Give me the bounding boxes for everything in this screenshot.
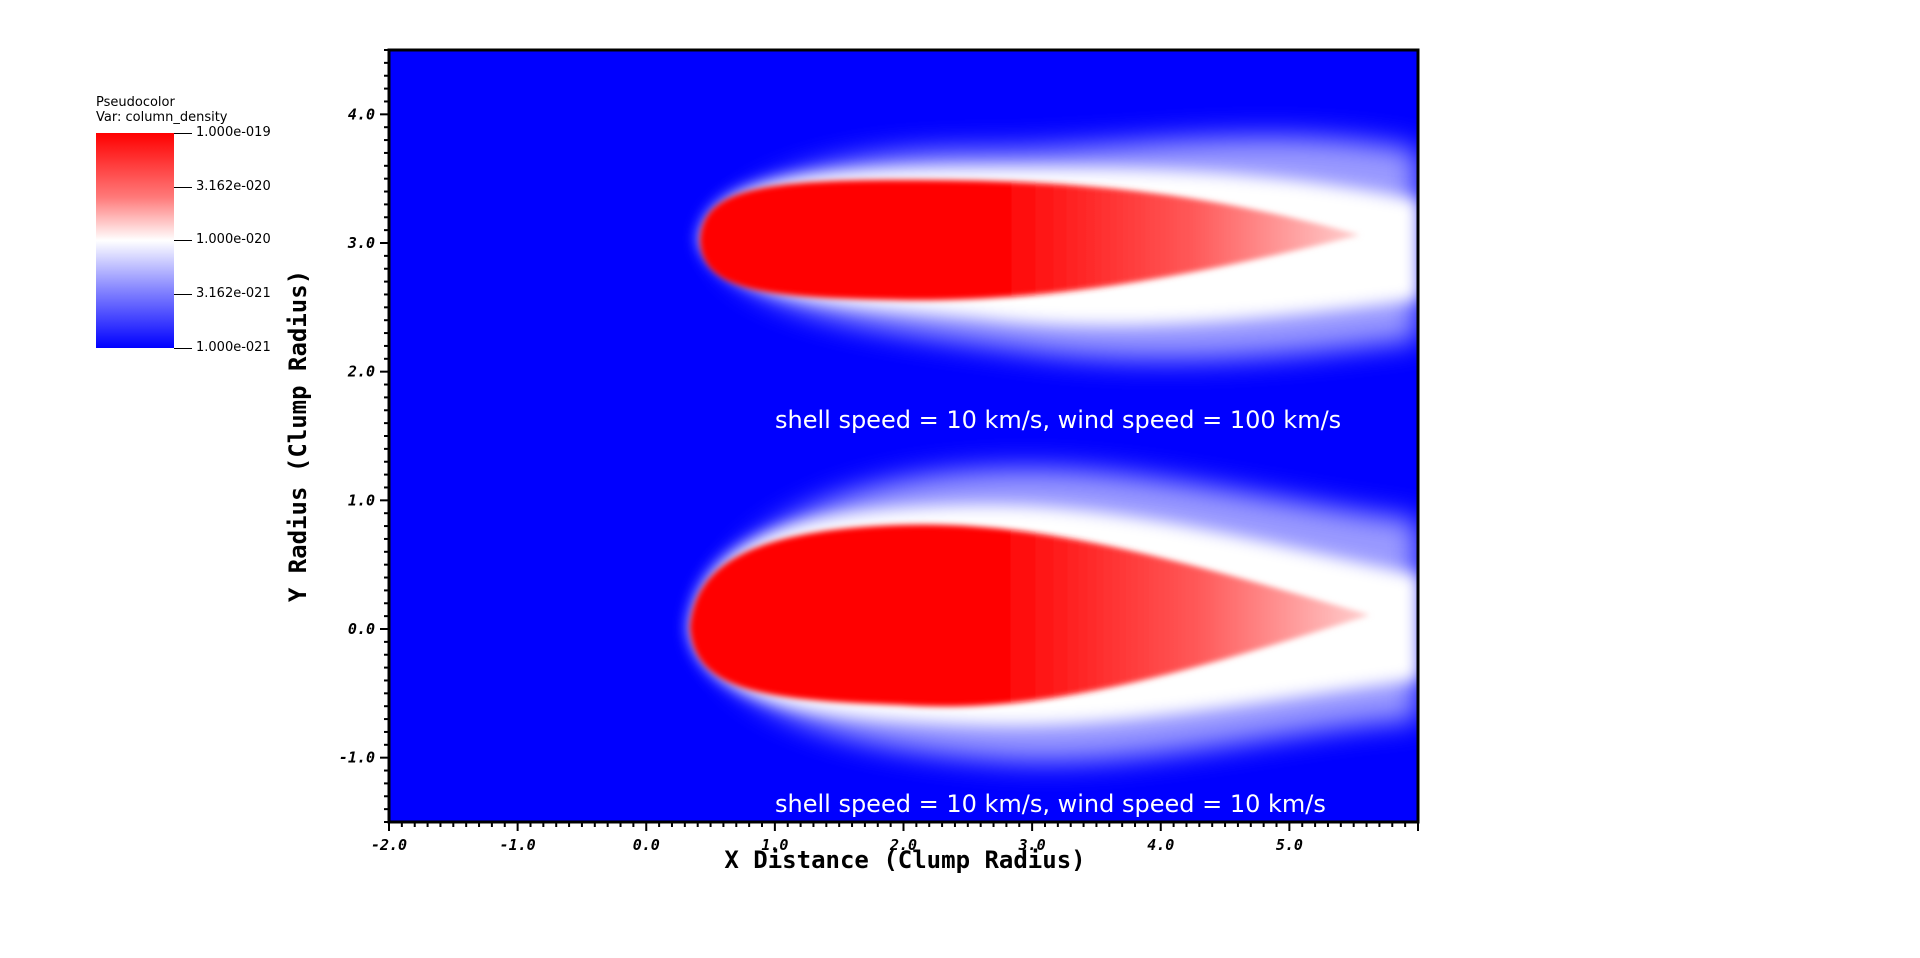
x-tick-label: 5.0 [1276,836,1303,854]
legend-plot-type: Pseudocolor [96,95,175,110]
x-tick-label: 1.0 [761,836,788,854]
colorbar-tick-label: 3.162e-021 [196,286,271,301]
heatmap-features [690,136,1418,762]
y-tick-label: 2.0 [347,363,375,381]
annotation-lower: shell speed = 10 km/s, wind speed = 10 k… [775,790,1326,818]
y-tick-label: 1.0 [348,491,375,509]
x-tick-label: 2.0 [889,836,917,854]
colorbar-tick-label: 3.162e-020 [196,179,271,194]
colorbar [96,133,174,348]
x-axis-title: X Distance (Clump Radius) [724,846,1085,874]
y-tick-label: 4.0 [348,105,375,123]
y-tick-label: 3.0 [347,234,375,252]
x-tick-label: -2.0 [371,836,407,854]
y-tick-label: -1.0 [339,749,375,767]
upper-clump-tail [700,136,1418,360]
y-axis: -1.0 0.0 1.0 2.0 3.0 4.0 [339,49,389,823]
x-tick-label: 0.0 [633,836,660,854]
colorbar-tick-label: 1.000e-019 [196,125,271,140]
x-tick-label: 3.0 [1018,836,1046,854]
lower-clump-tail [690,468,1418,762]
annotation-upper: shell speed = 10 km/s, wind speed = 100 … [775,406,1341,434]
x-tick-label: -1.0 [500,836,536,854]
legend-title: Pseudocolor Var: column_density [96,95,228,125]
y-axis-title: Y Radius (Clump Radius) [284,270,312,602]
y-tick-label: 0.0 [348,620,375,638]
x-axis: -2.0 -1.0 0.0 1.0 2.0 3.0 4.0 5.0 [371,822,1419,854]
legend-variable: Var: column_density [96,110,228,125]
colorbar-tick-label: 1.000e-020 [196,232,271,247]
colorbar-tick-label: 1.000e-021 [196,340,271,355]
x-tick-label: 4.0 [1147,836,1174,854]
